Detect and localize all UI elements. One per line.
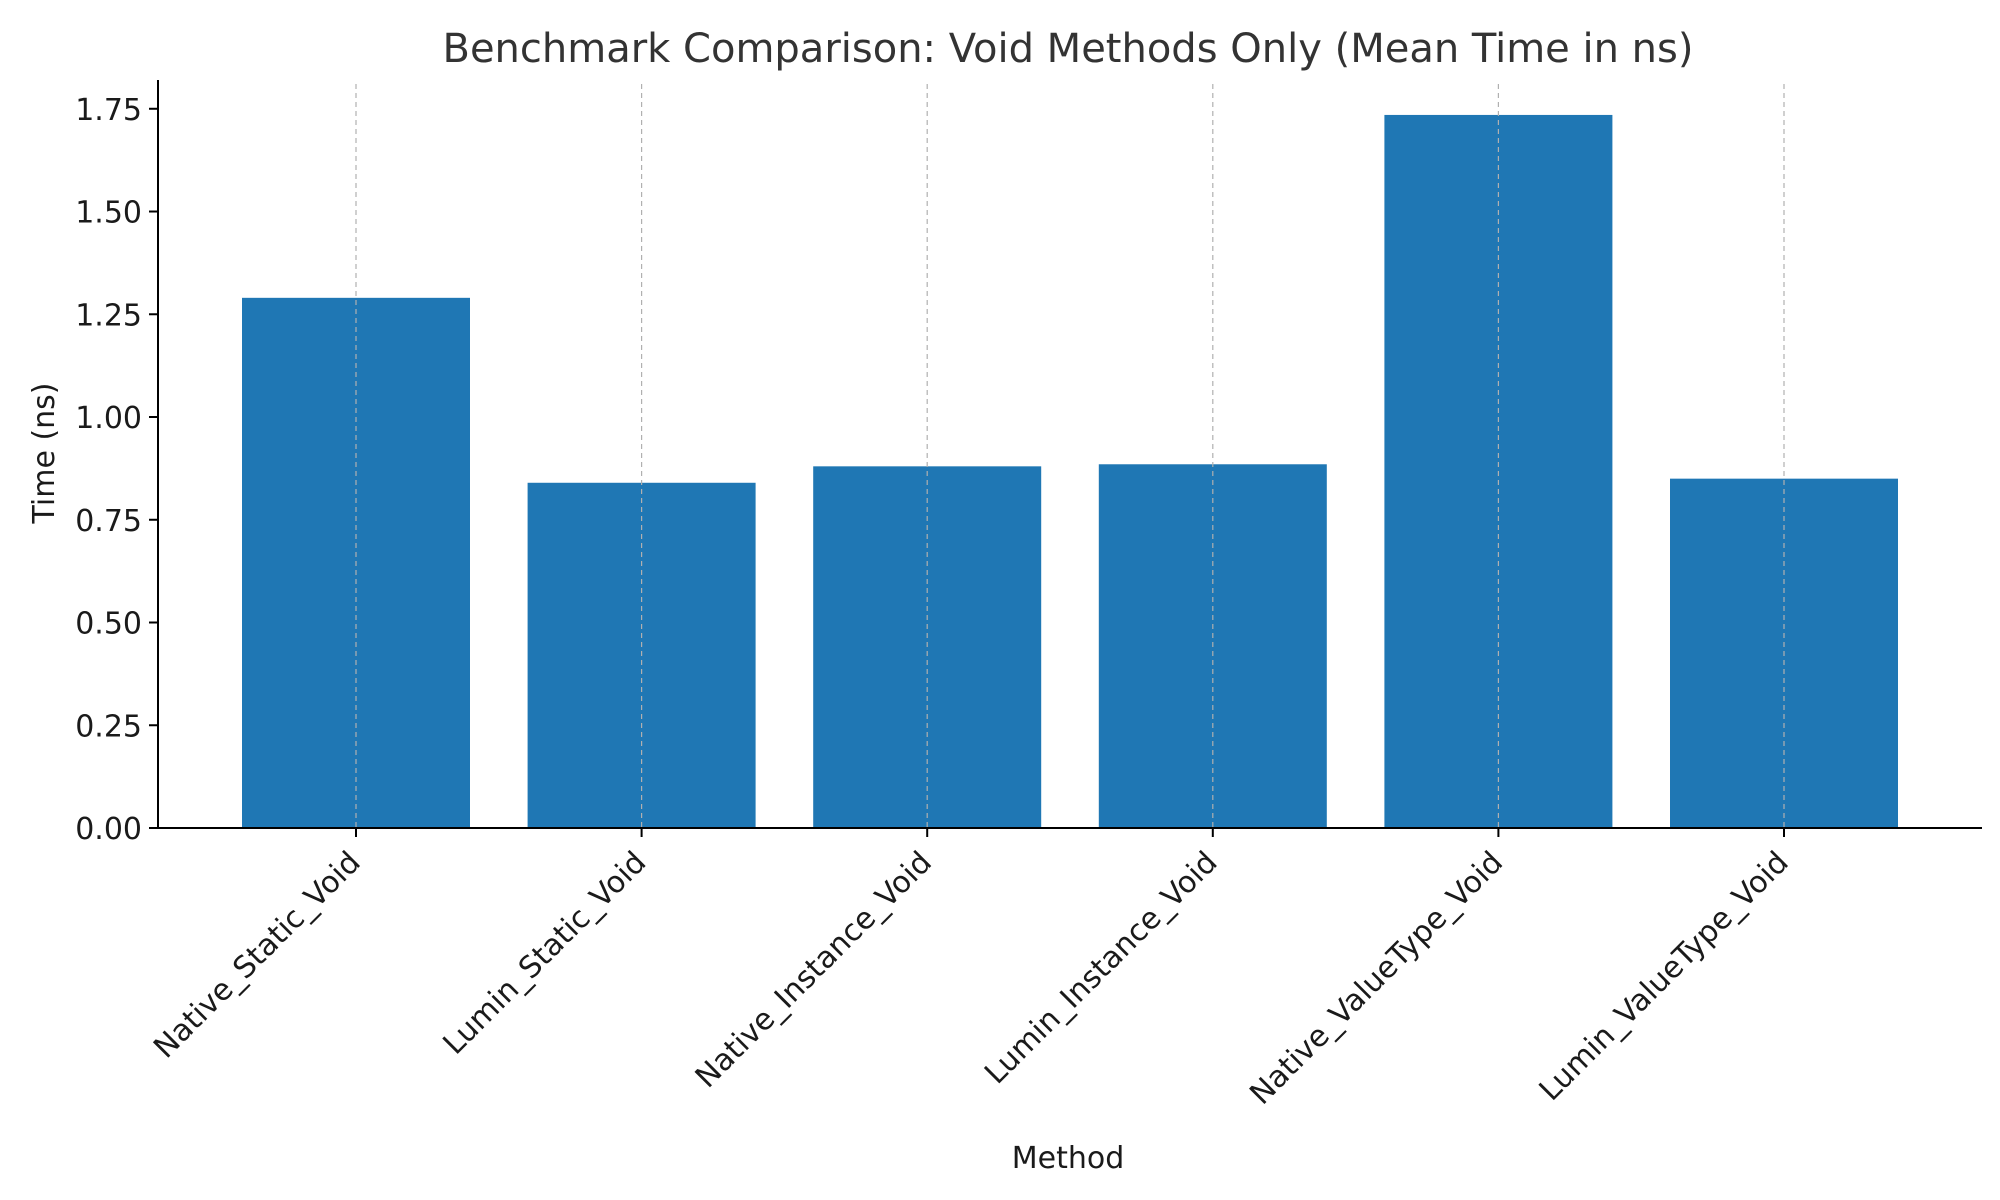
y-tick-label: 0.00 xyxy=(75,812,142,847)
y-tick-label: 1.75 xyxy=(75,93,142,128)
y-tick-label: 1.50 xyxy=(75,196,142,231)
y-tick-label: 1.25 xyxy=(75,298,142,333)
y-tick-label: 1.00 xyxy=(75,401,142,436)
y-tick-label: 0.25 xyxy=(75,709,142,744)
x-axis-label: Method xyxy=(1012,1141,1125,1176)
y-axis-label: Time (ns) xyxy=(27,382,62,524)
y-tick-label: 0.50 xyxy=(75,607,142,642)
y-axis-ticks: 0.00 0.25 0.50 0.75 1.00 1.25 1.50 1.75 xyxy=(75,93,158,847)
y-tick-label: 0.75 xyxy=(75,504,142,539)
x-gridlines-overlay xyxy=(355,84,1785,828)
chart-title: Benchmark Comparison: Void Methods Only … xyxy=(443,26,1694,72)
